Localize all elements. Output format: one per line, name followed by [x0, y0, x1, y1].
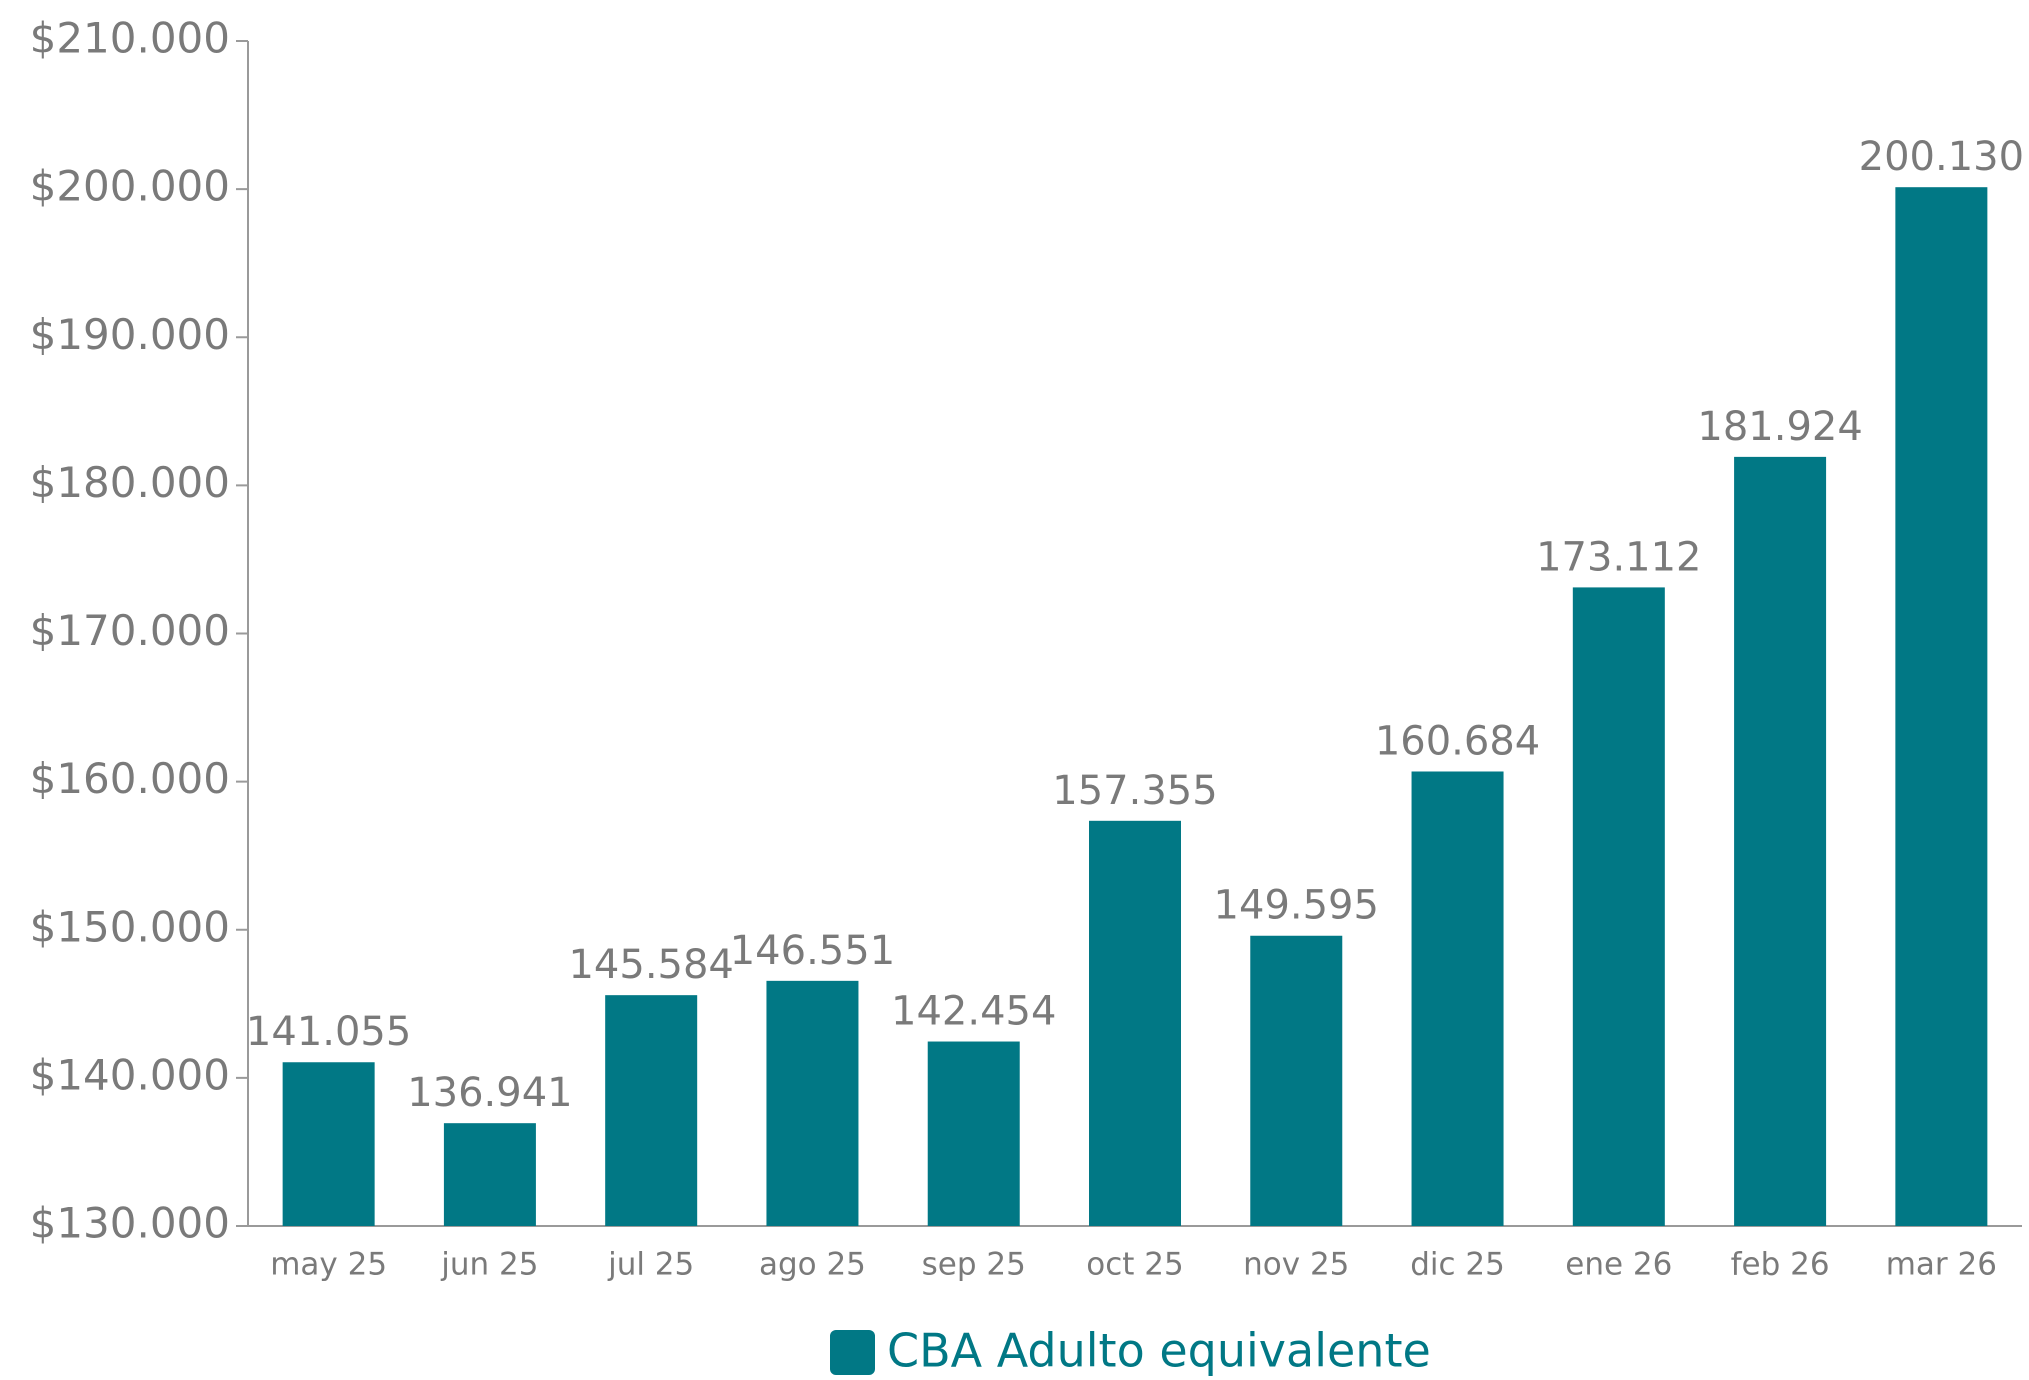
x-tick-label: dic 25	[1410, 1247, 1505, 1283]
y-tick-label: $170.000	[30, 606, 230, 655]
bar	[1250, 935, 1343, 1226]
bar	[1572, 587, 1665, 1226]
y-tick-label: $140.000	[30, 1050, 230, 1099]
bar	[443, 1123, 536, 1226]
y-tick-label: $130.000	[30, 1199, 230, 1248]
data-label: 157.355	[1052, 768, 1217, 814]
data-label: 136.941	[407, 1070, 572, 1116]
x-tick-label: oct 25	[1086, 1247, 1183, 1283]
x-tick-label: ago 25	[759, 1247, 866, 1283]
y-tick-label: $150.000	[30, 902, 230, 951]
data-label: 141.055	[246, 1009, 411, 1055]
x-tick-label: ene 26	[1565, 1247, 1672, 1283]
bar	[927, 1041, 1020, 1226]
x-tick-label: feb 26	[1731, 1247, 1830, 1283]
data-label: 142.454	[891, 989, 1056, 1035]
bar	[1895, 187, 1988, 1227]
x-tick-label: jun 25	[440, 1247, 538, 1283]
bar	[1734, 456, 1827, 1227]
data-label: 200.130	[1859, 134, 2024, 180]
y-tick-label: $200.000	[30, 162, 230, 211]
y-tick-label: $190.000	[30, 310, 230, 359]
data-label: 173.112	[1536, 534, 1701, 580]
x-tick-label: mar 26	[1886, 1247, 1997, 1283]
data-label: 146.551	[730, 928, 895, 974]
legend-swatch	[830, 1330, 875, 1375]
bar	[282, 1062, 375, 1226]
x-tick-label: jul 25	[607, 1247, 694, 1283]
y-tick-label: $160.000	[30, 754, 230, 803]
bar	[605, 995, 698, 1226]
bar	[766, 980, 859, 1226]
legend-label: CBA Adulto equivalente	[887, 1324, 1431, 1378]
y-tick-label: $180.000	[30, 458, 230, 507]
data-label: 181.924	[1697, 404, 1862, 450]
data-label: 149.595	[1214, 883, 1379, 929]
x-tick-label: nov 25	[1243, 1247, 1349, 1283]
bar	[1089, 820, 1181, 1226]
data-label: 145.584	[568, 942, 733, 988]
bar	[1411, 771, 1504, 1226]
data-label: 160.684	[1375, 718, 1540, 764]
y-tick-label: $210.000	[30, 14, 230, 63]
x-tick-label: sep 25	[922, 1247, 1026, 1283]
x-tick-label: may 25	[270, 1247, 387, 1283]
